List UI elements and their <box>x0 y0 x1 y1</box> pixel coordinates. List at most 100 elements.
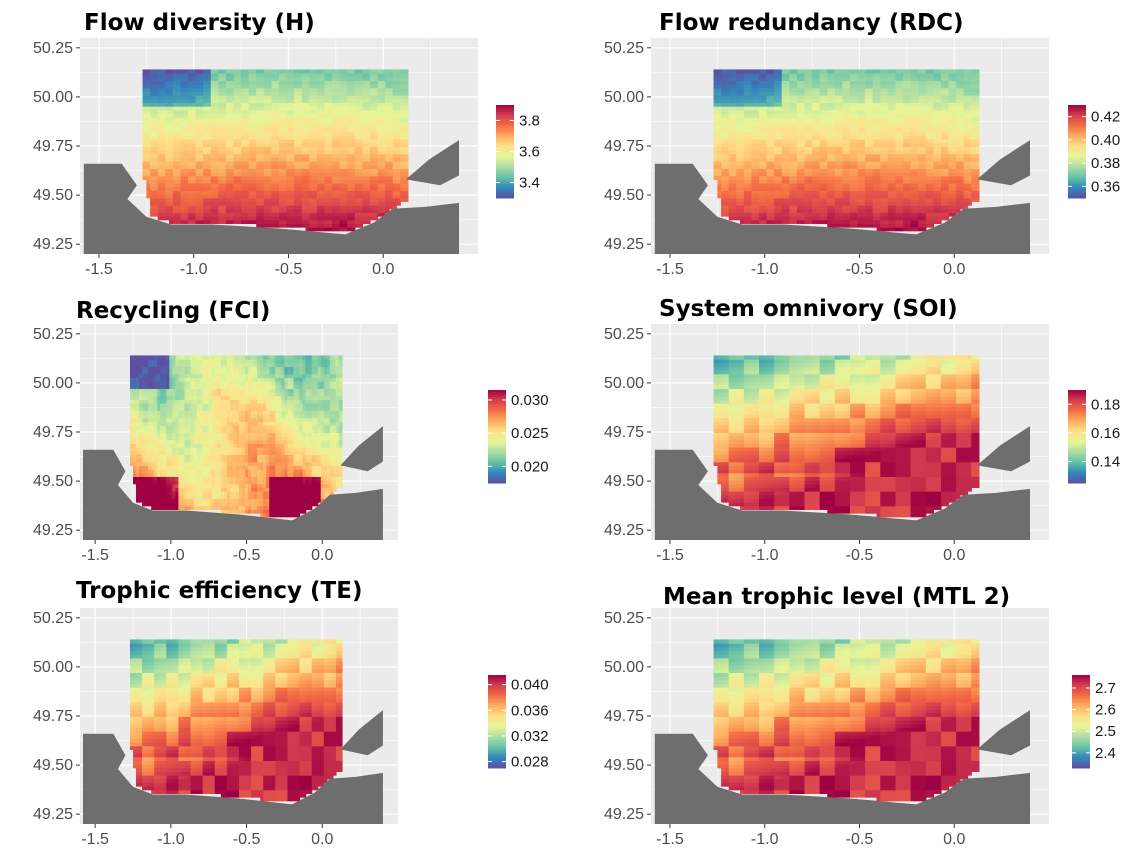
heatmap-cell <box>865 201 869 205</box>
heatmap-cell <box>782 216 786 220</box>
heatmap-cell <box>347 201 351 205</box>
heatmap-cell <box>404 88 408 92</box>
heatmap-cell <box>256 205 260 209</box>
heatmap-cell <box>283 146 287 150</box>
heatmap-cell <box>778 91 782 95</box>
heatmap-cell <box>880 168 884 172</box>
heatmap-cell <box>374 187 378 191</box>
heatmap-cell <box>865 106 869 110</box>
heatmap-cell <box>736 106 740 110</box>
heatmap-cell <box>234 157 238 161</box>
heatmap-cell <box>884 135 888 139</box>
heatmap-cell <box>169 172 173 176</box>
heatmap-cell <box>306 113 310 117</box>
heatmap-cell <box>389 161 393 165</box>
heatmap-cell <box>366 150 370 154</box>
heatmap-cell <box>786 198 790 202</box>
heatmap-cell <box>169 161 173 165</box>
heatmap-cell <box>347 154 351 158</box>
heatmap-cell <box>245 201 249 205</box>
heatmap-cell <box>400 176 404 180</box>
heatmap-cell <box>317 172 321 176</box>
heatmap-cell <box>725 165 729 169</box>
heatmap-cell <box>347 194 351 198</box>
heatmap-cell <box>858 102 862 106</box>
heatmap-cell <box>199 194 203 198</box>
heatmap-cell <box>846 187 850 191</box>
heatmap-cell <box>755 121 759 125</box>
heatmap-cell <box>835 121 839 125</box>
heatmap-cell <box>877 179 881 183</box>
heatmap-cell <box>789 139 793 143</box>
heatmap-cell <box>162 143 166 147</box>
heatmap-cell <box>340 168 344 172</box>
heatmap-cell <box>343 106 347 110</box>
heatmap-cell <box>249 220 253 224</box>
heatmap-cell <box>744 106 748 110</box>
heatmap-cell <box>169 124 173 128</box>
heatmap-cell <box>877 102 881 106</box>
heatmap-cell <box>268 150 272 154</box>
heatmap-cell <box>150 161 154 165</box>
heatmap-cell <box>820 99 824 103</box>
heatmap-cell <box>404 84 408 88</box>
x-tick-label: 0.0 <box>372 261 394 278</box>
heatmap-cell <box>823 102 827 106</box>
heatmap-cell <box>763 183 767 187</box>
heatmap-cell <box>184 161 188 165</box>
heatmap-cell <box>268 223 272 227</box>
heatmap-cell <box>805 135 809 139</box>
heatmap-cell <box>842 198 846 202</box>
heatmap-cell <box>302 135 306 139</box>
heatmap-cell <box>173 190 177 194</box>
heatmap-cell <box>362 168 366 172</box>
heatmap-cell <box>279 190 283 194</box>
heatmap-cell <box>234 176 238 180</box>
heatmap-cell <box>234 88 238 92</box>
heatmap-cell <box>302 216 306 220</box>
heatmap-cell <box>173 88 177 92</box>
heatmap-cell <box>755 132 759 136</box>
heatmap-cell <box>309 113 313 117</box>
heatmap-cell <box>774 91 778 95</box>
heatmap-cell <box>381 143 385 147</box>
heatmap-cell <box>271 139 275 143</box>
heatmap-cell <box>180 205 184 209</box>
heatmap-cell <box>199 190 203 194</box>
heatmap-cell <box>264 157 268 161</box>
heatmap-cell <box>823 146 827 150</box>
heatmap-cell <box>721 88 725 92</box>
heatmap-cell <box>389 176 393 180</box>
heatmap-cell <box>234 80 238 84</box>
heatmap-cell <box>222 135 226 139</box>
heatmap-cell <box>839 183 843 187</box>
heatmap-cell <box>744 117 748 121</box>
heatmap-cell <box>733 132 737 136</box>
heatmap-cell <box>173 135 177 139</box>
heatmap-cell <box>203 80 207 84</box>
heatmap-cell <box>169 135 173 139</box>
heatmap-cell <box>146 154 150 158</box>
heatmap-cell <box>237 106 241 110</box>
heatmap-cell <box>782 124 786 128</box>
heatmap-cell <box>385 143 389 147</box>
heatmap-cell <box>381 172 385 176</box>
heatmap-cell <box>328 198 332 202</box>
heatmap-cell <box>317 187 321 191</box>
heatmap-cell <box>234 69 238 73</box>
heatmap-cell <box>888 128 892 132</box>
heatmap-cell <box>774 128 778 132</box>
heatmap-cell <box>835 132 839 136</box>
heatmap-cell <box>146 179 150 183</box>
heatmap-cell <box>805 143 809 147</box>
heatmap-cell <box>404 150 408 154</box>
heatmap-cell <box>725 176 729 180</box>
heatmap-cell <box>774 212 778 216</box>
heatmap-cell <box>880 77 884 81</box>
heatmap-cell <box>287 212 291 216</box>
heatmap-cell <box>767 117 771 121</box>
heatmap-cell <box>733 106 737 110</box>
heatmap-cell <box>332 212 336 216</box>
heatmap-cell <box>827 99 831 103</box>
heatmap-cell <box>378 102 382 106</box>
